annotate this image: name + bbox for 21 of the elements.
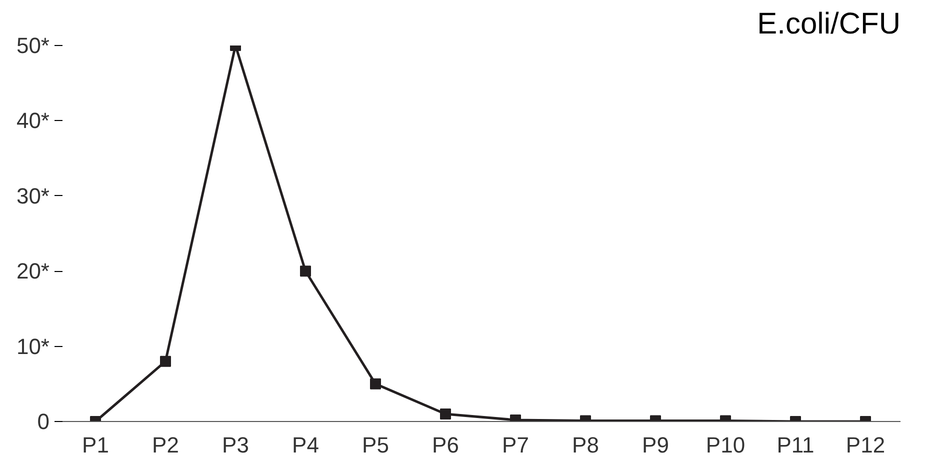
x-tick-label: P11	[776, 432, 814, 458]
y-tick-label: 30*	[16, 183, 50, 208]
x-tick-label: P8	[572, 432, 599, 458]
y-tick-label: 50*	[16, 33, 50, 58]
x-tick-label: P1	[82, 432, 109, 458]
chart-title: E.coli/CFU	[757, 8, 901, 40]
x-tick-label: P7	[502, 432, 529, 458]
point	[160, 356, 171, 367]
x-tick-label: P3	[222, 432, 249, 458]
x-tick-label: P6	[432, 432, 459, 458]
x-tick-label: P9	[642, 432, 669, 458]
x-tick-label: P4	[292, 432, 319, 458]
y-tick-label: 20*	[16, 258, 50, 284]
y-tick-label: 0	[37, 409, 50, 434]
x-tick-label: P12	[846, 432, 886, 458]
y-tick-label: 10*	[16, 334, 50, 359]
y-tick-label: 40*	[16, 108, 50, 134]
x-tick-label: P5	[362, 432, 389, 458]
x-tick-label: P2	[152, 432, 179, 458]
point	[300, 266, 311, 277]
x-tick-label: P10	[706, 432, 746, 458]
